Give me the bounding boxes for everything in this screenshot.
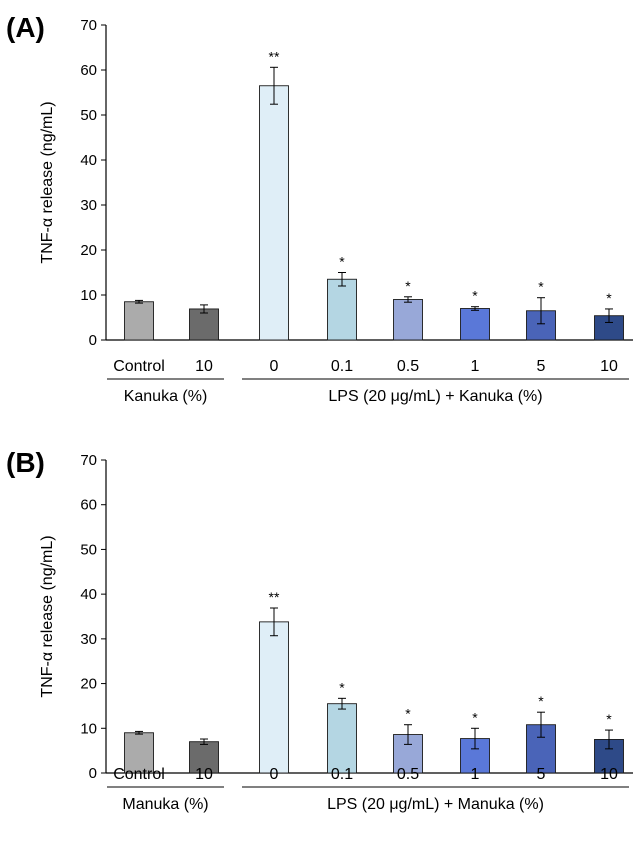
y-tick-label: 70	[80, 17, 97, 34]
category-label: Control	[113, 766, 165, 783]
y-tick-label: 40	[80, 586, 97, 603]
category-label: 0.1	[331, 766, 353, 783]
significance-marker: *	[538, 693, 544, 709]
y-tick-label: 20	[80, 242, 97, 259]
significance-marker: *	[339, 679, 345, 695]
panel-label: (A)	[6, 12, 45, 43]
y-tick-label: 50	[80, 541, 97, 558]
significance-marker: *	[472, 288, 478, 304]
y-tick-label: 70	[80, 452, 97, 469]
bar	[393, 299, 423, 341]
category-label: 10	[195, 358, 213, 375]
category-label: 5	[537, 766, 546, 783]
y-tick-label: 60	[80, 497, 97, 514]
category-label: 10	[600, 766, 618, 783]
y-tick-label: 0	[89, 332, 97, 349]
significance-marker: *	[339, 254, 345, 270]
significance-marker: *	[472, 709, 478, 725]
y-tick-label: 10	[80, 720, 97, 737]
significance-marker: **	[269, 589, 280, 605]
y-tick-label: 50	[80, 107, 97, 124]
category-label: 1	[471, 766, 480, 783]
significance-marker: *	[606, 290, 612, 306]
y-tick-label: 0	[89, 765, 97, 782]
category-label: 0.1	[331, 358, 353, 375]
y-axis-title: TNF-α release (ng/mL)	[39, 101, 56, 263]
y-tick-label: 60	[80, 62, 97, 79]
bar	[259, 85, 289, 341]
category-label: 0.5	[397, 766, 419, 783]
category-label: 0	[270, 766, 279, 783]
group-label: LPS (20 μg/mL) + Kanuka (%)	[328, 388, 542, 405]
significance-marker: *	[606, 711, 612, 727]
category-label: 5	[537, 358, 546, 375]
panel-label: (B)	[6, 447, 45, 478]
bar	[327, 278, 357, 341]
y-tick-label: 40	[80, 152, 97, 169]
bar	[327, 703, 357, 774]
bar	[189, 308, 219, 341]
category-label: 0.5	[397, 358, 419, 375]
y-tick-label: 20	[80, 676, 97, 693]
significance-marker: *	[538, 279, 544, 295]
group-label: Manuka (%)	[122, 796, 208, 813]
category-label: Control	[113, 358, 165, 375]
group-label: LPS (20 μg/mL) + Manuka (%)	[327, 796, 544, 813]
significance-marker: *	[405, 278, 411, 294]
significance-marker: *	[405, 706, 411, 722]
y-tick-label: 30	[80, 197, 97, 214]
bar	[124, 732, 154, 774]
category-label: 10	[600, 358, 618, 375]
y-tick-label: 30	[80, 631, 97, 648]
bar	[259, 621, 289, 774]
category-label: 10	[195, 766, 213, 783]
significance-marker: **	[269, 48, 280, 64]
bar	[460, 308, 490, 341]
bar	[124, 301, 154, 341]
group-label: Kanuka (%)	[124, 388, 208, 405]
bar	[189, 741, 219, 774]
category-label: 1	[471, 358, 480, 375]
category-label: 0	[270, 358, 279, 375]
y-tick-label: 10	[80, 287, 97, 304]
y-axis-title: TNF-α release (ng/mL)	[39, 535, 56, 697]
